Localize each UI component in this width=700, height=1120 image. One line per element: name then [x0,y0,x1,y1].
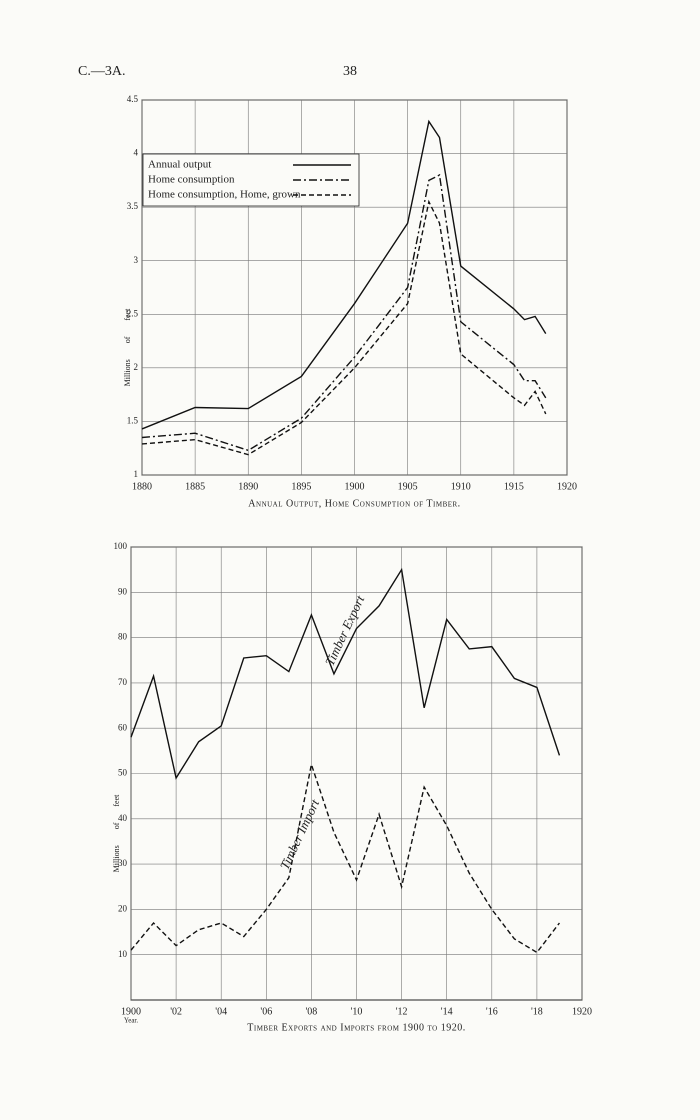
series-line [130,567,561,780]
y-axis-label: Millions of feet [123,308,132,387]
legend-label: Annual output [148,159,211,171]
chart-title: Timber Exports and Imports from 1900 to … [247,1022,465,1033]
x-tick-label: 1895 [291,481,311,492]
x-tick-label: 1890 [238,481,258,492]
x-tick-label: 1910 [451,481,471,492]
y-tick-label: 100 [114,541,128,551]
x-tick-label: 1900 [121,1006,141,1017]
y-tick-label: 40 [118,813,128,823]
x-tick-label: 1880 [132,481,152,492]
header-left: C.—3A. [78,64,125,79]
legend-label: Home consumption [148,174,235,186]
y-tick-label: 4 [134,148,139,158]
series-line [141,119,547,430]
x-tick-label: 1905 [398,481,418,492]
x-tick-label: 1920 [572,1006,592,1017]
y-tick-label: 30 [118,858,128,868]
x-tick-label: '14 [441,1006,453,1017]
y-tick-label: 90 [118,586,128,596]
y-tick-label: 10 [118,949,128,959]
y-tick-label: 1 [134,469,139,479]
y-tick-label: 3 [134,255,139,265]
y-tick-label: 3.5 [127,201,139,211]
y-tick-label: 50 [118,768,128,778]
y-axis-label: Millions of feet [112,794,121,873]
x-tick-label: '04 [215,1006,227,1017]
legend-label: Home consumption, Home, grown [148,189,301,201]
series-line [141,173,547,452]
y-tick-label: 80 [118,632,128,642]
x-tick-label: '08 [305,1006,317,1017]
x-tick-label: '02 [170,1006,182,1017]
x-axis-label: Year. [124,1017,139,1025]
y-tick-label: 60 [118,722,128,732]
x-tick-label: 1900 [345,481,365,492]
x-tick-label: '18 [531,1006,543,1017]
series-line [130,761,561,954]
series-annotation: Timber Export [322,593,368,668]
y-tick-label: 20 [118,903,128,913]
x-tick-label: 1885 [185,481,205,492]
series-line [141,199,547,456]
series-annotation: Timber Import [277,797,323,872]
x-tick-label: 1915 [504,481,524,492]
y-tick-label: 1.5 [127,415,139,425]
y-tick-label: 70 [118,677,128,687]
x-tick-label: '12 [396,1006,408,1017]
legend-box [142,153,360,207]
x-tick-label: '16 [486,1006,498,1017]
x-tick-label: '06 [260,1006,272,1017]
x-tick-label: 1920 [557,481,577,492]
chart-title: Annual Output, Home Consumption of Timbe… [248,498,460,509]
y-tick-label: 2.5 [127,308,139,318]
y-tick-label: 4.5 [127,94,139,104]
y-tick-label: 2 [134,362,139,372]
x-tick-label: '10 [351,1006,363,1017]
page-number: 38 [343,64,357,79]
